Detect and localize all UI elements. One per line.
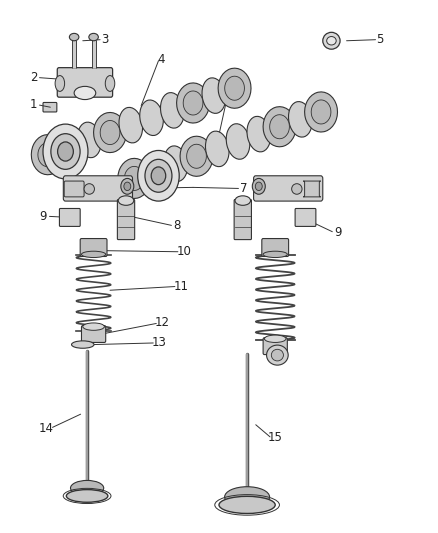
Text: 9: 9 — [40, 210, 47, 223]
Ellipse shape — [255, 182, 262, 191]
Ellipse shape — [145, 159, 172, 192]
Ellipse shape — [160, 93, 184, 128]
Ellipse shape — [81, 251, 106, 257]
Text: 12: 12 — [155, 317, 170, 329]
Text: 4: 4 — [158, 53, 165, 66]
Ellipse shape — [138, 150, 179, 201]
Ellipse shape — [32, 135, 64, 175]
Ellipse shape — [57, 130, 80, 165]
Ellipse shape — [66, 490, 108, 502]
Ellipse shape — [226, 124, 250, 159]
Ellipse shape — [151, 167, 166, 184]
Ellipse shape — [323, 33, 340, 49]
Ellipse shape — [235, 196, 251, 205]
Ellipse shape — [271, 349, 283, 361]
FancyBboxPatch shape — [263, 338, 287, 354]
Ellipse shape — [263, 107, 296, 147]
FancyBboxPatch shape — [304, 181, 321, 197]
FancyBboxPatch shape — [80, 239, 107, 256]
Ellipse shape — [58, 142, 73, 161]
Ellipse shape — [265, 335, 286, 342]
Ellipse shape — [180, 136, 213, 176]
Ellipse shape — [164, 146, 187, 181]
Text: 14: 14 — [39, 423, 53, 435]
Ellipse shape — [263, 251, 287, 257]
Text: 10: 10 — [177, 245, 192, 258]
FancyBboxPatch shape — [234, 199, 251, 240]
FancyBboxPatch shape — [57, 68, 113, 97]
Text: 15: 15 — [268, 431, 283, 445]
Ellipse shape — [100, 120, 120, 144]
Ellipse shape — [43, 124, 88, 179]
Ellipse shape — [71, 341, 94, 348]
Ellipse shape — [187, 144, 206, 168]
Ellipse shape — [69, 34, 79, 41]
Text: 1: 1 — [30, 98, 38, 110]
Ellipse shape — [143, 154, 167, 189]
Ellipse shape — [219, 496, 275, 513]
Ellipse shape — [289, 102, 312, 137]
FancyBboxPatch shape — [64, 176, 133, 201]
Ellipse shape — [270, 115, 290, 139]
FancyBboxPatch shape — [81, 326, 106, 342]
FancyBboxPatch shape — [43, 102, 57, 112]
Ellipse shape — [55, 76, 65, 91]
Ellipse shape — [74, 86, 96, 100]
Ellipse shape — [177, 83, 209, 123]
Text: 8: 8 — [173, 220, 180, 232]
Ellipse shape — [118, 158, 151, 198]
Ellipse shape — [38, 143, 58, 167]
Ellipse shape — [225, 76, 244, 100]
Ellipse shape — [202, 78, 226, 114]
FancyBboxPatch shape — [64, 181, 84, 197]
Ellipse shape — [121, 179, 134, 194]
Text: 6: 6 — [229, 77, 236, 90]
Ellipse shape — [124, 182, 131, 191]
FancyBboxPatch shape — [60, 208, 80, 227]
Text: 7: 7 — [240, 182, 248, 195]
Ellipse shape — [51, 134, 80, 169]
Text: 9: 9 — [335, 225, 342, 239]
Ellipse shape — [252, 179, 265, 194]
Ellipse shape — [205, 131, 229, 167]
Ellipse shape — [140, 100, 163, 135]
Text: 11: 11 — [173, 280, 188, 293]
Ellipse shape — [119, 107, 143, 143]
Ellipse shape — [118, 196, 134, 205]
Text: 3: 3 — [101, 33, 109, 46]
FancyBboxPatch shape — [117, 199, 134, 240]
FancyBboxPatch shape — [262, 239, 289, 256]
Ellipse shape — [327, 37, 336, 45]
Text: 2: 2 — [30, 71, 38, 84]
Ellipse shape — [267, 345, 288, 365]
Ellipse shape — [304, 92, 338, 132]
Ellipse shape — [247, 116, 271, 152]
Ellipse shape — [218, 68, 251, 108]
Ellipse shape — [83, 323, 104, 330]
Ellipse shape — [71, 480, 104, 496]
FancyBboxPatch shape — [254, 176, 323, 201]
Ellipse shape — [78, 122, 101, 158]
FancyBboxPatch shape — [295, 208, 316, 227]
Ellipse shape — [84, 184, 95, 194]
Text: 5: 5 — [377, 33, 384, 46]
Ellipse shape — [311, 100, 331, 124]
Ellipse shape — [94, 112, 127, 152]
Text: 13: 13 — [152, 336, 167, 350]
Ellipse shape — [124, 166, 144, 190]
Ellipse shape — [105, 76, 115, 91]
Ellipse shape — [292, 184, 302, 194]
Ellipse shape — [225, 487, 270, 507]
Ellipse shape — [89, 34, 99, 41]
Ellipse shape — [183, 91, 203, 115]
